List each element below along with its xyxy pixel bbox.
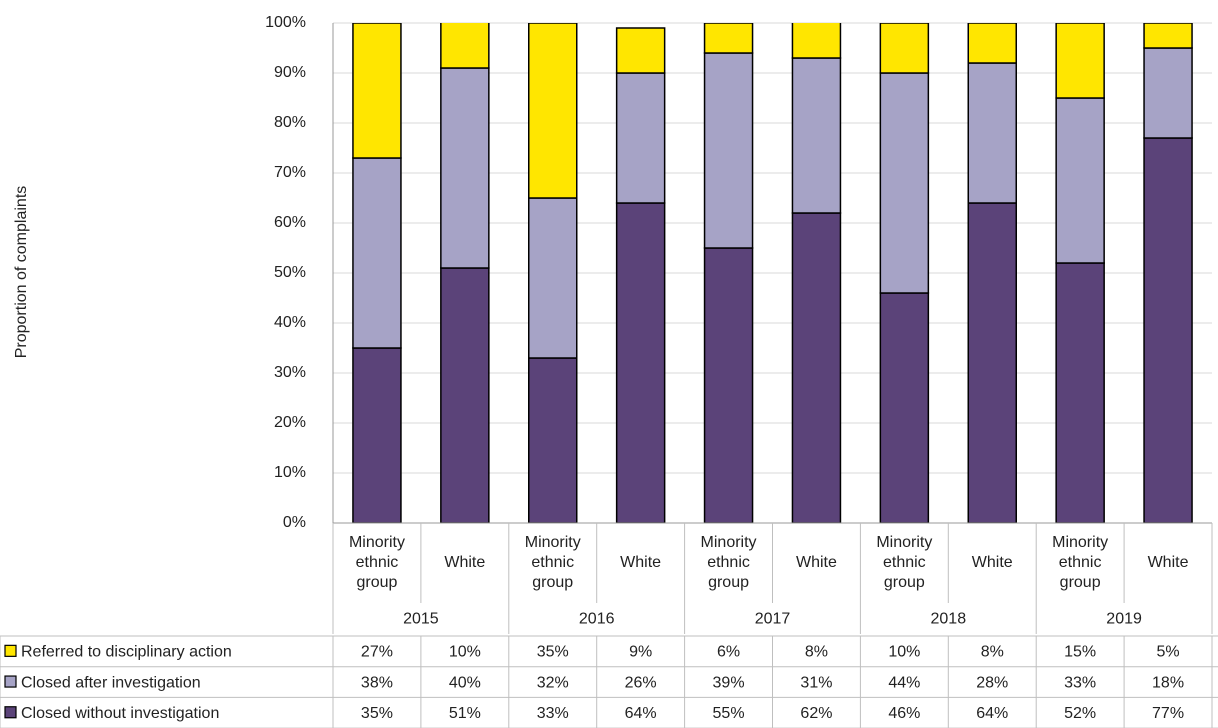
table-value: 35%: [361, 705, 393, 722]
table-value: 6%: [717, 644, 740, 661]
table-value: 26%: [625, 674, 657, 691]
bar-segment: [440, 267, 490, 523]
table-value: 64%: [976, 705, 1008, 722]
bar-segment: [528, 357, 578, 523]
bars: [352, 23, 1193, 523]
table-value: 10%: [449, 644, 481, 661]
table-value: 62%: [800, 705, 832, 722]
table-value: 52%: [1064, 705, 1096, 722]
bar-segment: [1055, 262, 1105, 523]
table-value: 40%: [449, 674, 481, 691]
table-value: 8%: [981, 644, 1004, 661]
bar-segment: [791, 23, 842, 59]
group-label: 2016: [579, 611, 615, 628]
bar-segment: [703, 247, 754, 523]
x-tick-label: Minority ethnic group: [700, 534, 757, 591]
bar-segment: [1143, 47, 1193, 139]
y-tick-label: 80%: [274, 114, 306, 131]
table-value: 46%: [888, 705, 920, 722]
bar-segment: [879, 72, 930, 294]
legend-swatch: [4, 706, 17, 719]
bar-segment: [879, 292, 930, 523]
y-tick-label: 20%: [274, 414, 306, 431]
table-value: 18%: [1152, 674, 1184, 691]
table-value: 28%: [976, 674, 1008, 691]
bar-segment: [440, 67, 490, 269]
bar-segment: [703, 23, 754, 54]
bar-segment: [352, 157, 402, 349]
x-tick-label: White: [1147, 554, 1189, 571]
x-tick-label: White: [444, 554, 486, 571]
table-value: 33%: [1064, 674, 1096, 691]
x-tick-label: White: [620, 554, 662, 571]
table-value: 38%: [361, 674, 393, 691]
table-value: 32%: [537, 674, 569, 691]
x-tick-label: Minority ethnic group: [524, 534, 581, 591]
group-label: 2015: [403, 611, 439, 628]
bar-segment: [352, 347, 402, 523]
bar-segment: [352, 23, 402, 159]
table-value: 64%: [625, 705, 657, 722]
y-tick-label: 50%: [274, 264, 306, 281]
y-tick-label: 100%: [265, 14, 306, 31]
bar-segment: [440, 23, 490, 69]
bar-segment: [528, 197, 578, 359]
table-value: 55%: [713, 705, 745, 722]
bar-segment: [967, 62, 1017, 204]
table-value: 35%: [537, 644, 569, 661]
legend-swatch: [4, 675, 17, 688]
bar-segment: [615, 27, 666, 74]
table-value: 31%: [800, 674, 832, 691]
x-tick-label: Minority ethnic group: [876, 534, 933, 591]
bar-segment: [967, 23, 1017, 64]
x-tick-label: White: [971, 554, 1013, 571]
table-value: 15%: [1064, 644, 1096, 661]
table-value: 39%: [713, 674, 745, 691]
table-value: 33%: [537, 705, 569, 722]
bar-segment: [1055, 23, 1105, 99]
bar-segment: [528, 23, 578, 199]
bar-segment: [1143, 137, 1193, 523]
table-value: 8%: [805, 644, 828, 661]
x-tick-label: White: [795, 554, 837, 571]
y-tick-label: 0%: [283, 514, 306, 531]
y-tick-label: 40%: [274, 314, 306, 331]
group-label: 2019: [1106, 611, 1142, 628]
legend-label: Closed without investigation: [21, 705, 219, 722]
bar-segment: [1055, 97, 1105, 264]
table-value: 77%: [1152, 705, 1184, 722]
bar-segment: [791, 212, 842, 523]
x-tick-label: Minority ethnic group: [1052, 534, 1109, 591]
group-label: 2018: [931, 611, 967, 628]
table-value: 5%: [1156, 644, 1179, 661]
table-value: 51%: [449, 705, 481, 722]
y-tick-label: 60%: [274, 214, 306, 231]
table-value: 27%: [361, 644, 393, 661]
bar-segment: [791, 57, 842, 214]
table-value: 10%: [888, 644, 920, 661]
x-tick-label: Minority ethnic group: [348, 534, 405, 591]
y-tick-label: 70%: [274, 164, 306, 181]
table-value: 9%: [629, 644, 652, 661]
bar-segment: [615, 72, 666, 204]
group-label: 2017: [755, 611, 791, 628]
y-tick-label: 90%: [274, 64, 306, 81]
y-tick-label: 10%: [274, 464, 306, 481]
y-tick-label: 30%: [274, 364, 306, 381]
legend-label: Closed after investigation: [21, 674, 201, 691]
bar-segment: [615, 202, 666, 523]
bar-segment: [1143, 23, 1193, 49]
legend-label: Referred to disciplinary action: [21, 644, 232, 661]
legend-swatch: [4, 644, 17, 657]
bar-segment: [879, 23, 930, 74]
table-value: 44%: [888, 674, 920, 691]
bar-segment: [967, 202, 1017, 523]
bar-segment: [703, 52, 754, 249]
y-axis-label: Proportion of complaints: [13, 186, 30, 359]
